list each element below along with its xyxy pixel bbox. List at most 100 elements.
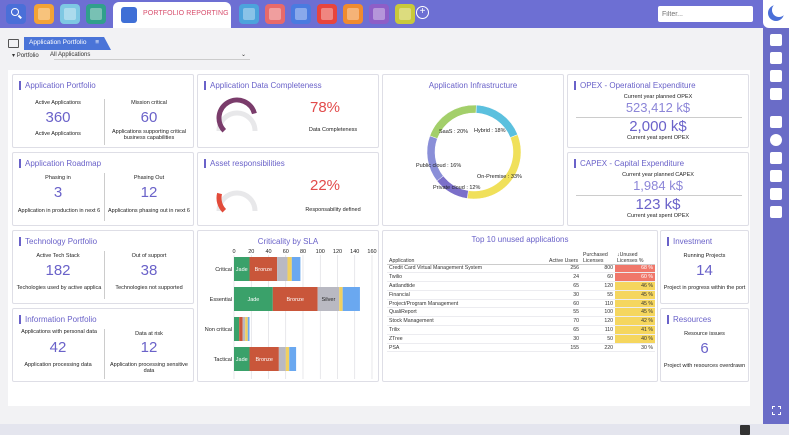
bar-segment-series-4[interactable]: [291, 257, 301, 281]
table-row[interactable]: Project/Program Management 60 110 45 %: [387, 299, 655, 309]
card-data-completeness[interactable]: Application Data Completeness 78% Data C…: [197, 74, 379, 148]
menu-icon[interactable]: ≡: [95, 39, 100, 46]
table-row[interactable]: Aatlandtide 65 120 46 %: [387, 281, 655, 291]
column-header[interactable]: Purchased Licenses: [581, 247, 615, 265]
excel-export-icon[interactable]: [770, 170, 782, 182]
bar-segment-series-3[interactable]: [287, 257, 292, 281]
table-row[interactable]: PSA 155 220 30 %: [387, 343, 655, 353]
table-cell: 55: [581, 290, 615, 300]
card-application-portfolio[interactable]: Application Portfolio Active Application…: [12, 74, 194, 148]
monitor-icon[interactable]: [770, 88, 782, 100]
bar-segment-jade[interactable]: [234, 257, 250, 281]
card-technology-portfolio[interactable]: Technology Portfolio Active Tech Stack 1…: [12, 230, 194, 304]
panel-toggle-icon[interactable]: [8, 39, 19, 48]
bar-segment-label: Bronze: [255, 357, 272, 363]
folder-icon[interactable]: [317, 4, 337, 24]
card-asset-responsibilities[interactable]: Asset responsibilities 22% Responsabilit…: [197, 152, 379, 226]
bar-segment-series-3[interactable]: [245, 317, 248, 341]
bar-segment-jade[interactable]: [234, 287, 273, 311]
pie-chart-icon[interactable]: [239, 4, 259, 24]
bar-segment-series-4[interactable]: [247, 317, 250, 341]
table-cell: Project/Program Management: [387, 299, 547, 309]
table-cell: 60: [581, 272, 615, 283]
bar-segment-series-3[interactable]: [285, 347, 290, 371]
portfolio-select[interactable]: All Applications ⌄: [50, 51, 250, 60]
bar-segment-label: Jade: [247, 297, 259, 303]
portfolio-label: Portfolio: [16, 53, 39, 59]
bar-segment-jade[interactable]: [234, 347, 250, 371]
table-cell: 41 %: [615, 325, 655, 335]
table-cell: 120: [581, 281, 615, 291]
bar-segment-silver[interactable]: [242, 317, 246, 341]
responsibility-gauge: [216, 190, 258, 213]
table-cell: 45 %: [615, 290, 655, 300]
table-row[interactable]: ZTree 30 50 40 %: [387, 334, 655, 344]
powerpoint-export-icon[interactable]: [770, 188, 782, 200]
bar-segment-bronze[interactable]: [249, 347, 279, 371]
pie-label: SaaS : 20%: [439, 129, 469, 135]
column-header[interactable]: Active Users: [547, 247, 581, 265]
bar-segment-jade[interactable]: [234, 317, 240, 341]
card-resources[interactable]: Resources Resource issues 6 Project with…: [660, 308, 749, 382]
card-application-roadmap[interactable]: Application Roadmap Phasing in 3 Applica…: [12, 152, 194, 226]
eject-icon[interactable]: [265, 4, 285, 24]
table-row[interactable]: QualiReport 55 100 45 %: [387, 307, 655, 318]
edit-icon[interactable]: [740, 425, 750, 435]
table-row[interactable]: Financial 30 55 45 %: [387, 290, 655, 300]
lightbulb-icon[interactable]: [60, 4, 80, 24]
bar-segment-bronze[interactable]: [272, 287, 318, 311]
cup-icon[interactable]: [770, 206, 782, 218]
table-cell: 120: [581, 316, 615, 327]
x-tick-label: 100: [316, 249, 325, 255]
bar-segment-bronze[interactable]: [249, 257, 278, 281]
pie-slice-saas[interactable]: [429, 104, 477, 139]
save-icon[interactable]: [770, 34, 782, 46]
filter-input[interactable]: [658, 6, 753, 22]
kpi-label: Current yeat spent OPEX: [626, 135, 690, 141]
search-button[interactable]: [6, 4, 26, 24]
table-row[interactable]: Trilix 65 110 41 %: [387, 325, 655, 335]
help-icon[interactable]: [770, 52, 782, 64]
upload-icon[interactable]: [86, 4, 106, 24]
undo-icon[interactable]: [770, 152, 782, 164]
bar-segment-series-3[interactable]: [339, 287, 343, 311]
add-tab-icon[interactable]: +: [416, 6, 429, 19]
table-row[interactable]: Credit Card Virtual Management System 256…: [387, 264, 655, 274]
bar-segment-bronze[interactable]: [239, 317, 243, 341]
table-row[interactable]: Twilio 24 60 60 %: [387, 272, 655, 283]
fullscreen-icon[interactable]: [772, 406, 781, 415]
pie-slice-public-cloud[interactable]: [426, 135, 444, 182]
gear-icon[interactable]: [369, 4, 389, 24]
theme-button[interactable]: [763, 0, 789, 28]
bar-segment-series-4[interactable]: [289, 347, 297, 371]
tab-portfolio-reporting[interactable]: PORTFOLIO REPORTING: [113, 2, 231, 28]
card-criticality-by-sla[interactable]: Criticality by SLA 0 20 40 60 80 100 120 140 160…: [197, 230, 379, 382]
users-icon[interactable]: [770, 134, 782, 146]
gauge-sub: Data Completeness: [308, 127, 358, 133]
card-information-portfolio[interactable]: Information Portfolio Applications with …: [12, 308, 194, 382]
card-title: Investment: [667, 237, 712, 246]
bar-segment-silver[interactable]: [277, 257, 288, 281]
card-top10-unused[interactable]: Top 10 unused applications Application Ac…: [382, 230, 658, 382]
home-icon[interactable]: [34, 4, 54, 24]
bar-segment-silver[interactable]: [317, 287, 340, 311]
card-investment[interactable]: Investment Running Projects 14 Project i…: [660, 230, 749, 304]
badge-icon[interactable]: [395, 4, 415, 24]
table-row[interactable]: Stock Management 70 120 42 %: [387, 316, 655, 327]
bar-segment-series-4[interactable]: [342, 287, 360, 311]
robot-icon[interactable]: [770, 70, 782, 82]
column-header[interactable]: ↓Unused Licenses %: [615, 247, 655, 265]
bar-segment-label: Silver: [322, 297, 336, 303]
tab-application-portfolio[interactable]: Application Portfolio ≡: [24, 37, 111, 50]
bar-segment-silver[interactable]: [278, 347, 286, 371]
card-capex[interactable]: CAPEX - Capital Expenditure Current year…: [567, 152, 749, 226]
calendar-icon[interactable]: [770, 116, 782, 128]
shapes-icon[interactable]: [291, 4, 311, 24]
table-cell: ZTree: [387, 334, 547, 344]
column-header[interactable]: Application: [387, 247, 547, 265]
card-opex[interactable]: OPEX - Operational Expenditure Current y…: [567, 74, 749, 148]
caret-down-icon: ▾: [12, 53, 16, 59]
people-icon[interactable]: [343, 4, 363, 24]
kpi-label: Phasing Out: [133, 175, 165, 181]
card-application-infrastructure[interactable]: Application Infrastructure SaaS : 20% Hy…: [382, 74, 564, 226]
